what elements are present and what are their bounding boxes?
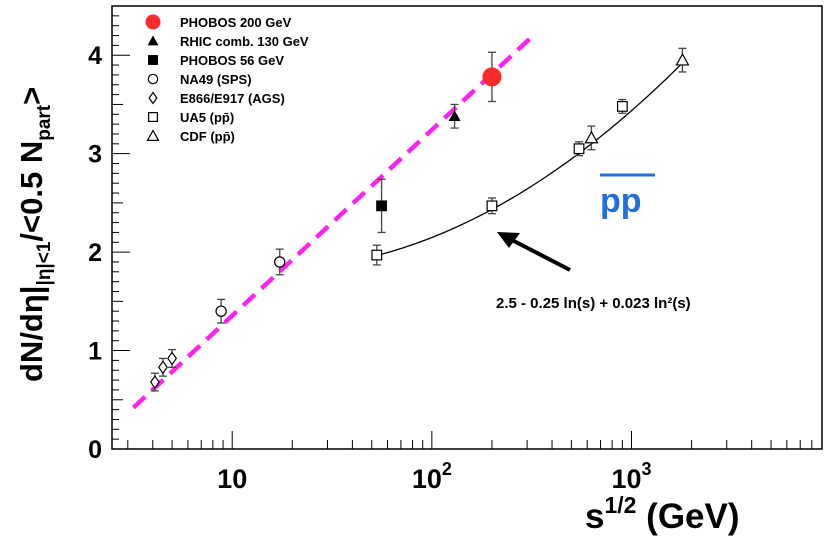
legend-marker (146, 129, 160, 141)
data-point (274, 256, 286, 268)
data-point (675, 52, 690, 66)
data-point (149, 375, 160, 390)
y-axis-label-part-sub: part (34, 104, 55, 141)
formula-label: 2.5 - 0.25 ln(s) + 0.023 ln²(s) (496, 295, 691, 312)
data-point (448, 110, 461, 122)
legend-marker (147, 35, 159, 46)
data-point (376, 200, 387, 212)
axis-ticks (112, 5, 823, 450)
dashed-line-layer (131, 31, 537, 410)
data-point (482, 67, 502, 87)
data-point (616, 101, 628, 112)
legend-label: UA5 (pp̄) (180, 110, 234, 125)
x-tick-label: 102 (412, 459, 452, 494)
pp-label: pp (600, 182, 642, 220)
y-axis-label-part-1: dN/d (14, 313, 49, 382)
x-tick-label-base: 10 (611, 464, 641, 494)
legend-label: E866/E917 (AGS) (180, 91, 285, 106)
x-tick-label: 103 (611, 459, 651, 494)
x-tick-label-base: 10 (217, 464, 247, 494)
x-axis-label-s: s (585, 497, 604, 536)
legend-marker (148, 55, 158, 65)
legend-label: PHOBOS 56 GeV (180, 53, 284, 68)
annotation-arrowhead (497, 232, 520, 248)
data-point (158, 360, 168, 375)
x-tick-label-exp: 2 (442, 459, 452, 479)
legend-label: PHOBOS 200 GeV (180, 15, 292, 30)
data-point (215, 305, 227, 317)
fit-curve-layer (376, 62, 683, 257)
data-point (167, 351, 178, 366)
data-point (371, 249, 383, 261)
fit-curve (376, 62, 683, 257)
x-axis-label-unit: (GeV) (636, 497, 739, 536)
plot-frame (111, 5, 823, 450)
y-tick-label: 0 (88, 436, 102, 464)
y-axis-label-sub: |η|<1 (34, 241, 55, 285)
plot-border (111, 5, 823, 450)
legend-label: NA49 (SPS) (180, 72, 252, 87)
x-tick-label-base: 10 (412, 464, 442, 494)
x-axis-label: s1/2 (GeV) (585, 492, 740, 536)
x-tick-labels: 10 102 103 (217, 459, 651, 494)
y-axis-label: dN/dη||η|<1/<0.5 Npart> (14, 87, 55, 382)
data-points-layer (149, 47, 690, 392)
legend-label: RHIC comb. 130 GeV (180, 34, 309, 49)
y-axis-label-bar: | (14, 286, 49, 295)
dashed-trend-line (131, 31, 537, 410)
y-tick-labels: 0 1 2 3 4 (88, 42, 102, 464)
legend-marker (145, 14, 161, 30)
legend-marker (148, 111, 159, 122)
legend: PHOBOS 200 GeV RHIC comb. 130 GeV PHOBOS 5… (145, 14, 309, 144)
legend-marker (147, 73, 159, 85)
y-tick-label: 1 (88, 338, 102, 366)
annotation-arrow (511, 238, 571, 272)
x-tick-label: 10 (217, 464, 247, 494)
data-point (584, 130, 599, 144)
legend-marker (148, 91, 158, 105)
y-tick-label: 2 (88, 239, 102, 267)
data-point (573, 143, 585, 155)
y-tick-label: 4 (88, 42, 102, 70)
legend-label: CDF (pp̄) (180, 129, 235, 144)
x-tick-label-exp: 3 (642, 459, 652, 479)
y-axis-label-eta: η (14, 294, 49, 313)
data-point (486, 200, 498, 212)
y-axis-label-part-2: /<0.5 N (14, 141, 49, 242)
x-axis-label-exp: 1/2 (604, 492, 636, 518)
y-tick-label: 3 (88, 141, 102, 169)
y-axis-label-close: > (14, 87, 49, 105)
